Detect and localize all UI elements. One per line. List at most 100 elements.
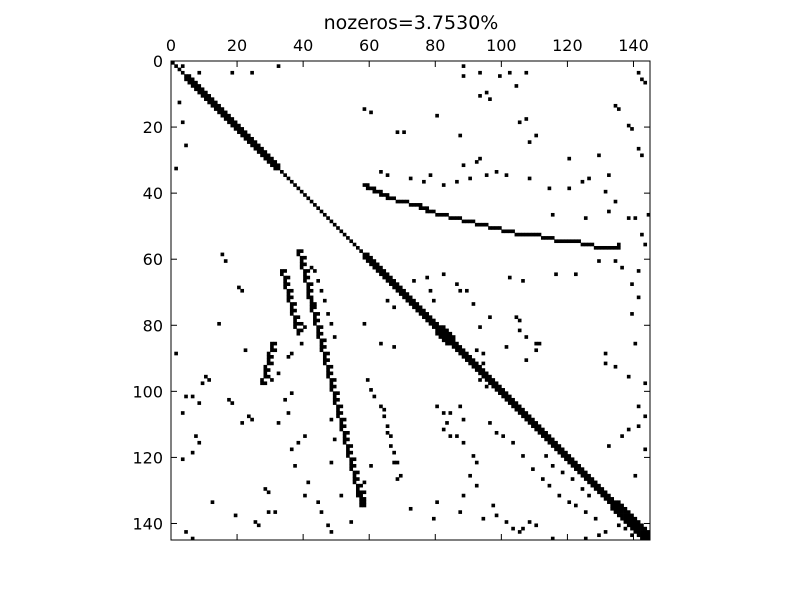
nonzero-cell-696	[597, 153, 601, 158]
nonzero-cell-25	[253, 143, 258, 148]
nonzero-cell-430	[438, 212, 443, 217]
nonzero-cell-121	[570, 460, 575, 465]
nonzero-cell-444	[484, 222, 489, 227]
nonzero-cell-67	[392, 282, 396, 286]
nonzero-cell-625	[296, 315, 301, 320]
nonzero-cell-378	[441, 338, 446, 343]
nonzero-cell-353	[616, 503, 621, 508]
nonzero-cell-336	[583, 477, 588, 481]
nonzero-cell-641	[266, 358, 271, 362]
nonzero-cell-837	[626, 427, 631, 432]
nonzero-cell-348	[603, 497, 608, 501]
plot-frame	[170, 60, 651, 541]
nonzero-cell-78	[428, 318, 433, 323]
nonzero-cell-855	[445, 421, 449, 425]
nonzero-cell-542	[329, 371, 334, 376]
nonzero-cell-310	[540, 434, 545, 438]
nonzero-cell-609	[283, 282, 287, 286]
nonzero-cell-684	[640, 153, 644, 158]
nonzero-cell-438	[465, 219, 469, 224]
nonzero-cell-419	[408, 203, 413, 207]
nonzero-cell-715	[613, 199, 618, 204]
nonzero-cell-357	[623, 510, 628, 514]
nonzero-cell-332	[577, 470, 581, 475]
nonzero-cell-97	[491, 381, 496, 386]
nonzero-cell-716	[626, 216, 631, 220]
nonzero-cell-180	[240, 133, 245, 138]
nonzero-cell-566	[342, 424, 347, 429]
nonzero-cell-656	[250, 70, 254, 75]
nonzero-cell-728	[217, 321, 221, 326]
nonzero-cell-796	[441, 272, 446, 277]
nonzero-cell-702	[422, 179, 426, 184]
nonzero-cell-56	[355, 245, 360, 250]
nonzero-cell-867	[458, 510, 463, 514]
nonzero-cell-127	[590, 480, 595, 485]
nonzero-cell-371	[646, 533, 651, 538]
nonzero-cell-495	[306, 269, 311, 273]
nonzero-cell-135	[616, 506, 621, 511]
nonzero-cell-329	[577, 464, 581, 468]
x-tick-label-60: 60	[359, 36, 379, 55]
nonzero-cell-38	[296, 186, 301, 191]
nonzero-cell-283	[501, 388, 505, 392]
nonzero-cell-673	[478, 94, 482, 98]
nonzero-cell-554	[336, 397, 340, 402]
nonzero-cell-529	[319, 345, 324, 349]
nonzero-cell-636	[270, 348, 274, 353]
nonzero-cell-775	[303, 493, 307, 498]
nonzero-cell-823	[620, 265, 624, 270]
nonzero-cell-463	[547, 236, 552, 240]
nonzero-cell-756	[190, 536, 195, 541]
x-tick-label-120: 120	[552, 36, 583, 55]
nonzero-cell-873	[511, 526, 515, 531]
nonzero-cell-633	[270, 341, 274, 346]
nonzero-cell-606	[283, 275, 287, 280]
nonzero-cell-152	[194, 87, 198, 92]
nonzero-cell-492	[303, 262, 307, 267]
nonzero-cell-198	[270, 163, 274, 168]
nonzero-cell-421	[415, 203, 420, 207]
nonzero-cell-807	[484, 384, 489, 389]
nonzero-cell-861	[461, 440, 466, 445]
nonzero-cell-433	[448, 216, 453, 220]
nonzero-cell-878	[550, 536, 555, 541]
nonzero-cell-197	[273, 160, 278, 164]
nonzero-cell-294	[514, 407, 519, 412]
nonzero-cell-366	[633, 526, 638, 531]
nonzero-cell-54	[349, 239, 354, 244]
nonzero-cell-116	[554, 444, 558, 448]
nonzero-cell-177	[240, 127, 245, 131]
nonzero-cell-13	[213, 103, 218, 108]
nonzero-cell-213	[385, 272, 390, 277]
nonzero-cell-638	[266, 351, 271, 356]
nonzero-cell-446	[491, 226, 496, 230]
nonzero-cell-534	[322, 355, 327, 359]
sparsity-marks	[171, 61, 651, 541]
nonzero-cell-747	[263, 487, 268, 491]
nonzero-cell-851	[431, 516, 436, 521]
nonzero-cell-551	[336, 391, 340, 395]
nonzero-cell-304	[531, 424, 535, 429]
nonzero-cell-822	[613, 259, 618, 263]
nonzero-cell-195	[270, 156, 274, 161]
nonzero-cell-447	[494, 226, 499, 230]
nonzero-cell-410	[382, 193, 387, 197]
nonzero-cell-455	[521, 232, 525, 237]
nonzero-cell-678	[527, 140, 532, 144]
nonzero-cell-786	[362, 490, 367, 495]
nonzero-cell-629	[293, 325, 297, 329]
nonzero-cell-687	[395, 130, 400, 135]
nonzero-cell-895	[574, 503, 578, 508]
nonzero-cell-429	[435, 212, 439, 217]
nonzero-cell-8	[197, 87, 202, 92]
nonzero-cell-407	[375, 189, 380, 194]
nonzero-cell-443	[481, 222, 486, 227]
nonzero-cell-516	[313, 315, 317, 320]
nonzero-cell-45	[319, 209, 324, 214]
nonzero-cell-561	[336, 414, 340, 419]
nonzero-cell-802	[478, 325, 482, 329]
nonzero-cell-688	[402, 130, 406, 135]
nonzero-cell-261	[465, 351, 469, 356]
